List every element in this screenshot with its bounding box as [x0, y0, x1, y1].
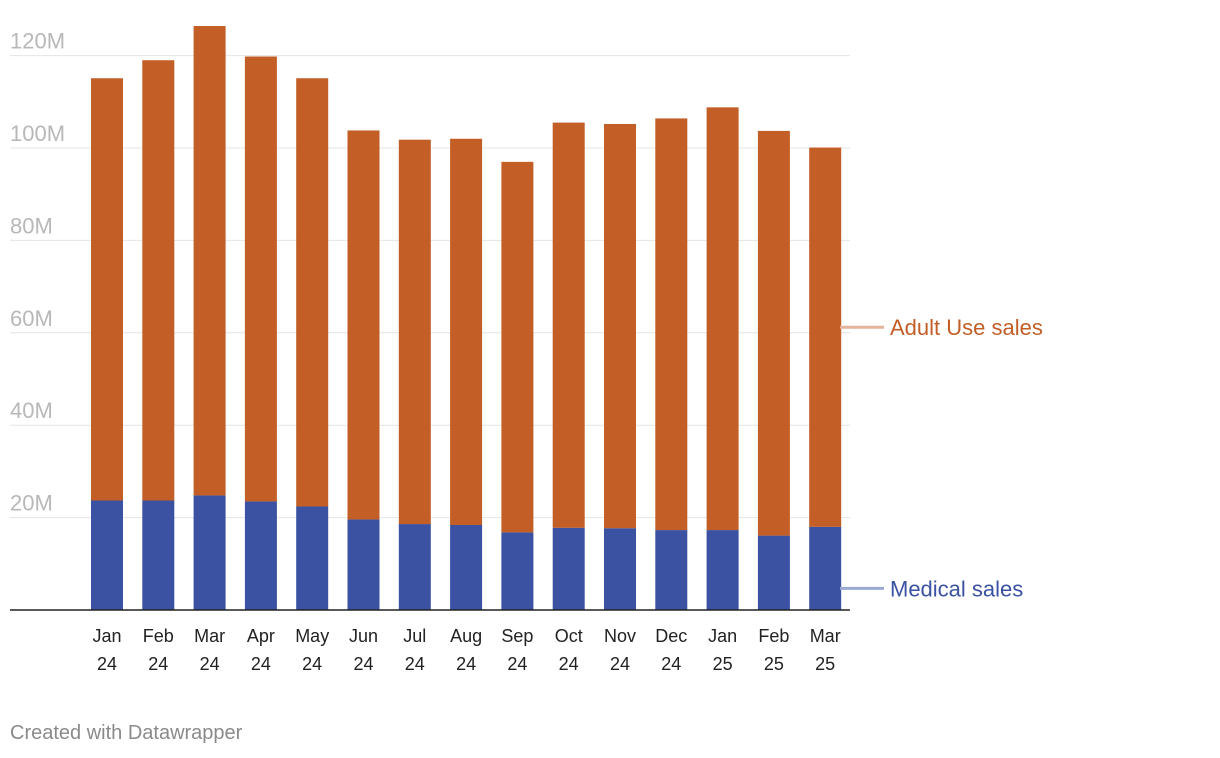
y-tick-label: 60M	[10, 306, 53, 331]
x-axis-tick-labels: Jan 24 Feb 24 Mar 24 Apr 24 May 24 Jun 24 Jul 24 Aug 24…	[92, 626, 840, 674]
y-axis-tick-labels: 20M 40M 60M 80M 100M 120M	[10, 29, 65, 516]
y-tick-label: 100M	[10, 121, 65, 146]
y-tick-label: 40M	[10, 398, 53, 423]
x-tick-label: Mar 24	[194, 626, 225, 674]
y-tick-label: 80M	[10, 213, 53, 238]
bar-adult-use-sales	[296, 78, 329, 507]
bar-medical-sales	[347, 519, 380, 610]
bar-adult-use-sales	[655, 118, 688, 531]
legend-medical-label: Medical sales	[890, 576, 1023, 601]
bar-medical-sales	[809, 526, 842, 610]
bar-medical-sales	[450, 524, 483, 610]
bar-adult-use-sales	[809, 147, 842, 527]
bar-adult-use-sales	[757, 130, 790, 536]
bar-medical-sales	[757, 535, 790, 610]
bar-medical-sales	[142, 500, 175, 610]
y-tick-label: 120M	[10, 29, 65, 54]
bar-medical-sales	[655, 530, 688, 610]
legend-adult-use-label: Adult Use sales	[890, 315, 1043, 340]
x-tick-label: Sep 24	[501, 626, 533, 674]
x-tick-label: Jun 24	[349, 626, 378, 674]
bar-adult-use-sales	[604, 123, 636, 529]
x-tick-label: Feb 25	[758, 626, 789, 674]
bar-adult-use-sales	[193, 26, 226, 496]
x-tick-label: Aug 24	[450, 626, 482, 674]
bar-medical-sales	[244, 501, 277, 610]
x-tick-label: May 24	[295, 626, 329, 674]
bar-medical-sales	[193, 495, 226, 610]
x-tick-label: Dec 24	[655, 626, 687, 674]
x-tick-label: Nov 24	[604, 626, 636, 674]
bar-adult-use-sales	[244, 56, 277, 502]
bar-adult-use-sales	[450, 138, 483, 525]
y-tick-label: 20M	[10, 491, 53, 516]
bar-medical-sales	[296, 506, 329, 610]
x-tick-label: Jan 25	[708, 626, 737, 674]
credit-text: Created with Datawrapper	[10, 722, 243, 744]
bar-medical-sales	[501, 532, 534, 610]
legend: Adult Use sales Medical sales	[840, 315, 1043, 601]
bar-adult-use-sales	[501, 161, 534, 533]
x-tick-label: Mar 25	[810, 626, 841, 674]
bar-adult-use-sales	[91, 78, 123, 501]
bar-medical-sales	[91, 500, 123, 610]
bar-adult-use-sales	[398, 139, 431, 525]
bar-medical-sales	[604, 528, 636, 610]
x-tick-label: Oct 24	[555, 626, 583, 674]
bar-medical-sales	[552, 527, 585, 610]
x-tick-label: Jan 24	[92, 626, 121, 674]
x-tick-label: Feb 24	[143, 626, 174, 674]
x-tick-label: Jul 24	[403, 626, 426, 674]
bar-adult-use-sales	[347, 130, 380, 520]
bar-medical-sales	[706, 530, 739, 610]
bar-series	[91, 26, 842, 610]
x-tick-label: Apr 24	[247, 626, 275, 674]
bar-adult-use-sales	[706, 107, 739, 531]
bar-medical-sales	[398, 524, 431, 610]
bar-adult-use-sales	[142, 60, 175, 501]
bar-adult-use-sales	[552, 122, 585, 528]
